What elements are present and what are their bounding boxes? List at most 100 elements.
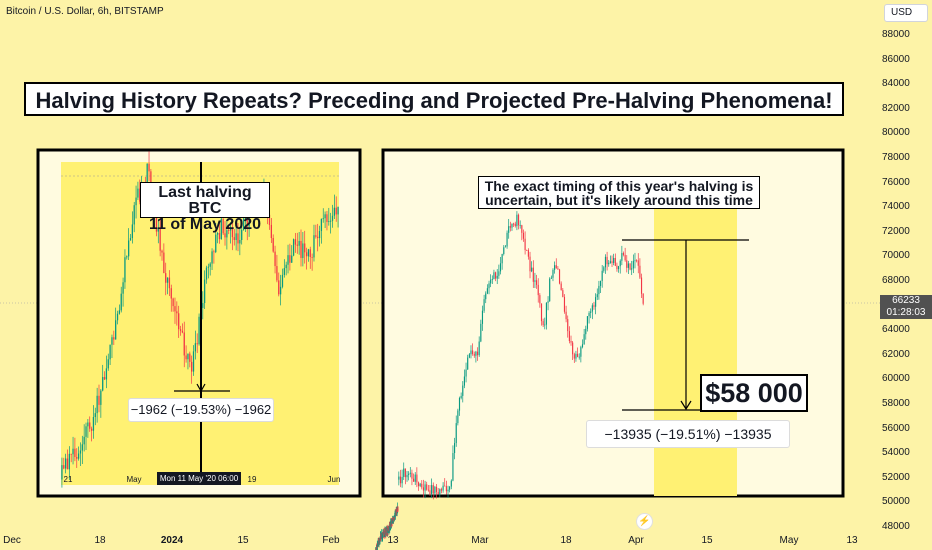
last-halving-line1: Last halving BTC bbox=[158, 184, 252, 217]
candle bbox=[509, 226, 511, 228]
candle bbox=[449, 486, 451, 490]
candle bbox=[631, 268, 633, 270]
inner-candle bbox=[89, 422, 91, 429]
candle bbox=[398, 476, 400, 480]
inner-candle bbox=[179, 329, 182, 331]
timing-line1: The exact timing of this year's halving … bbox=[484, 178, 754, 194]
candle bbox=[516, 214, 518, 227]
background-candles bbox=[375, 502, 399, 550]
inner-candle bbox=[209, 263, 211, 267]
candle bbox=[485, 293, 487, 300]
inner-candle bbox=[77, 453, 80, 459]
x-tick-label: Mar bbox=[471, 535, 489, 546]
y-tick-label: 68000 bbox=[882, 275, 910, 286]
inner-candle bbox=[70, 453, 72, 455]
inner-candle bbox=[211, 251, 213, 264]
candle bbox=[416, 474, 418, 483]
inner-candle bbox=[102, 377, 104, 391]
inner-candle bbox=[161, 250, 163, 253]
inner-candle bbox=[229, 228, 232, 231]
candle bbox=[585, 328, 587, 335]
last-halving-line2: 11 of May 2020 bbox=[148, 216, 262, 233]
candle bbox=[406, 474, 408, 478]
x-tick-label: 13 bbox=[846, 535, 858, 546]
candle bbox=[619, 260, 621, 267]
candle bbox=[621, 253, 623, 261]
inner-candle bbox=[202, 303, 204, 308]
inner-candle bbox=[289, 255, 291, 263]
currency-selector[interactable]: USD bbox=[884, 4, 928, 22]
inner-candle bbox=[166, 277, 169, 283]
crosshair-date-label: Mon 11 May '20 06:00 bbox=[157, 472, 241, 485]
candle bbox=[404, 468, 406, 478]
inner-x-label: May bbox=[126, 475, 142, 484]
inner-candle bbox=[63, 465, 65, 469]
inner-candle bbox=[174, 306, 176, 312]
left-measure-label: −1962 (−19.53%) −1962 bbox=[128, 398, 274, 422]
inner-candle bbox=[172, 298, 174, 307]
inner-candle bbox=[224, 233, 226, 238]
inner-candle bbox=[87, 422, 89, 427]
inner-candle bbox=[168, 277, 171, 289]
inner-candle bbox=[317, 236, 319, 239]
candle bbox=[452, 453, 454, 481]
candle bbox=[604, 256, 607, 268]
candle bbox=[570, 341, 572, 343]
y-tick-label: 60000 bbox=[882, 373, 910, 385]
candle bbox=[442, 485, 444, 491]
candle bbox=[432, 485, 434, 494]
candle bbox=[506, 232, 508, 247]
symbol-header: Bitcoin / U.S. Dollar, 6h, BITSTAMP bbox=[6, 6, 164, 17]
candle bbox=[575, 353, 577, 359]
inner-candle bbox=[205, 267, 208, 280]
inner-candle bbox=[305, 252, 308, 257]
candle bbox=[614, 257, 616, 266]
candle bbox=[460, 395, 462, 399]
candle bbox=[470, 350, 472, 355]
x-tick-label: Apr bbox=[628, 535, 644, 546]
lightning-icon[interactable]: ⚡ bbox=[636, 513, 653, 530]
candle bbox=[595, 297, 597, 307]
inner-candle bbox=[165, 273, 167, 283]
y-tick-label: 50000 bbox=[882, 496, 910, 508]
candle bbox=[409, 472, 411, 474]
candle bbox=[490, 279, 492, 284]
candle bbox=[475, 351, 477, 356]
y-tick-label: 56000 bbox=[882, 422, 910, 434]
candle bbox=[473, 353, 475, 356]
y-tick-label: 52000 bbox=[882, 471, 910, 483]
candle bbox=[618, 266, 620, 270]
inner-candle bbox=[133, 205, 135, 225]
candle bbox=[483, 299, 485, 311]
candle bbox=[557, 268, 559, 270]
y-tick-label: 86000 bbox=[882, 53, 910, 65]
candle bbox=[431, 485, 433, 494]
inner-candle bbox=[328, 221, 330, 222]
candle bbox=[539, 295, 541, 304]
inner-candle bbox=[129, 238, 132, 241]
candle bbox=[478, 341, 480, 356]
candle bbox=[611, 261, 613, 263]
candle bbox=[529, 256, 531, 272]
inner-candle bbox=[61, 465, 63, 480]
inner-candle bbox=[176, 311, 178, 314]
inner-candle bbox=[279, 286, 282, 295]
inner-candle bbox=[191, 361, 193, 372]
last-price: 66233 bbox=[892, 295, 920, 306]
candle bbox=[414, 474, 416, 482]
candle bbox=[454, 443, 456, 454]
inner-candle bbox=[294, 239, 297, 245]
inner-candle bbox=[304, 243, 306, 253]
last-halving-label: Last halving BTC 11 of May 2020 bbox=[140, 182, 270, 233]
candle bbox=[558, 269, 561, 284]
inner-candle bbox=[83, 436, 85, 445]
candle bbox=[496, 275, 498, 279]
inner-candle bbox=[326, 214, 328, 222]
candle bbox=[522, 232, 525, 239]
inner-candle bbox=[92, 417, 95, 431]
inner-candle bbox=[115, 320, 117, 340]
candle bbox=[397, 506, 399, 510]
x-tick-label: 15 bbox=[701, 535, 713, 546]
candle bbox=[437, 492, 439, 495]
candle bbox=[555, 265, 557, 269]
